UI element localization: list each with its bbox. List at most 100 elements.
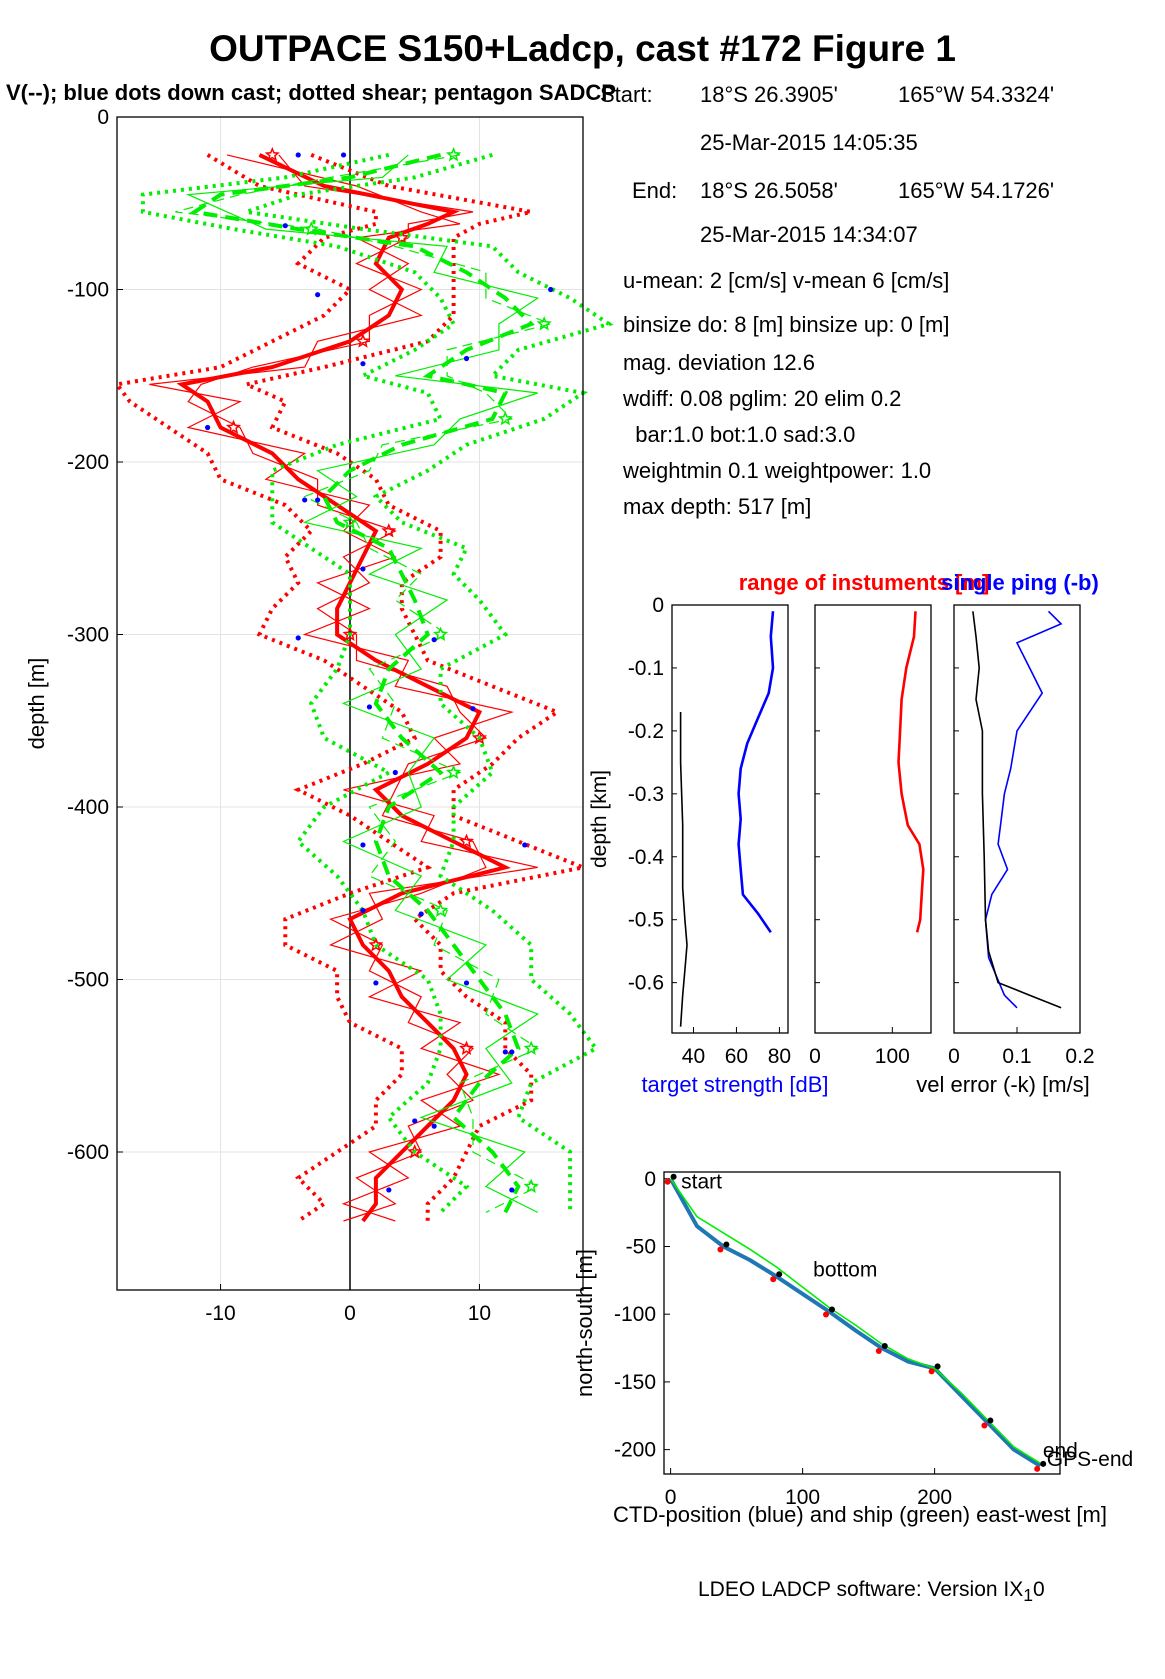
blue-dot — [315, 497, 321, 503]
v-sadcp-marker — [433, 902, 449, 917]
position-ytick-label: -200 — [614, 1439, 656, 1462]
u-sadcp-marker — [407, 1144, 423, 1159]
target-strength-xtick-label: 40 — [682, 1045, 705, 1068]
range-title: range of instuments [m] — [739, 570, 990, 595]
blue-dot — [282, 223, 288, 229]
position-ytick-label: -100 — [614, 1303, 656, 1326]
velocity-ytick-label: -600 — [67, 1141, 109, 1164]
blue-dot — [360, 566, 366, 572]
u-sadcp-marker — [342, 626, 358, 641]
track-dot-black — [776, 1271, 783, 1278]
target-strength-ytick-label: -0.2 — [628, 720, 664, 743]
vel-error-series-line — [972, 611, 1062, 1009]
annotation-gps-end: GPS-end — [1047, 1448, 1133, 1471]
end-label: End: — [632, 178, 678, 203]
vel-error-title: single ping (-b) — [941, 570, 1099, 595]
target-strength-ytick-label: -0.1 — [628, 657, 664, 680]
velocity-xtick-label: -10 — [205, 1302, 235, 1325]
end-lat: 18°S 26.5058' — [700, 178, 838, 203]
velocity-ytick-label: -100 — [67, 279, 109, 302]
target-strength-ytick-label: 0 — [652, 594, 664, 617]
blue-dot — [373, 980, 379, 986]
blue-dot — [431, 1123, 437, 1129]
range-frame — [814, 604, 932, 1034]
range-xtick-label: 100 — [875, 1045, 910, 1068]
blue-dot — [295, 635, 301, 641]
u-sadcp-marker — [368, 937, 384, 952]
blue-dot — [360, 842, 366, 848]
position-xtick-label: 100 — [785, 1486, 820, 1509]
blue-dot — [463, 355, 470, 362]
end-lon: 165°W 54.1726' — [898, 178, 1055, 203]
v-sadcp-marker — [523, 1040, 539, 1056]
v-sadcp-marker — [342, 514, 358, 529]
v-sadcp-marker — [303, 221, 319, 236]
target-strength-ytick-label: -0.5 — [628, 909, 664, 932]
binsize-info: binsize do: 8 [m] binsize up: 0 [m] — [623, 312, 950, 337]
end-time: 25-Mar-2015 14:34:07 — [700, 222, 918, 247]
blue-dot — [366, 704, 373, 710]
track-dot-red — [928, 1368, 935, 1375]
v-sadcp-marker — [433, 626, 449, 641]
ctd-track — [668, 1177, 1042, 1468]
magdev-info: mag. deviation 12.6 — [623, 350, 816, 375]
track-dot-black — [723, 1241, 730, 1248]
blue-dot — [509, 1187, 515, 1193]
target-strength-xtick-label: 80 — [768, 1045, 791, 1068]
position-ytick-label: -50 — [626, 1235, 656, 1258]
blue-dot — [522, 842, 528, 848]
target-strength-ytick-label: -0.6 — [628, 972, 664, 995]
annotation-end: end — [1043, 1440, 1078, 1463]
range-series-line — [897, 611, 925, 933]
velocity-frame — [116, 116, 584, 1291]
blue-dot — [502, 1049, 508, 1055]
weightmin-info: weightmin 0.1 weightpower: 1.0 — [623, 458, 932, 483]
target-strength-ylabel: depth [km] — [588, 770, 611, 868]
v-mean-profile — [189, 152, 535, 1214]
blue-dot — [295, 152, 301, 158]
track-dot-red — [770, 1276, 777, 1283]
maxdepth-info: max depth: 517 [m] — [623, 494, 812, 519]
track-dot-black — [881, 1343, 888, 1350]
vel-error-xlabel: vel error (-k) [m/s] — [916, 1072, 1090, 1097]
target-strength-ytick-label: -0.4 — [628, 846, 665, 869]
velocity-ylabel: depth [m] — [24, 658, 49, 750]
track-dot-black — [670, 1173, 677, 1180]
track-dot-black — [829, 1306, 835, 1313]
blue-dot — [302, 497, 308, 503]
u-sadcp-marker — [394, 229, 410, 245]
vel-error-frame — [953, 604, 1081, 1034]
start-lat: 18°S 26.3905' — [700, 82, 838, 107]
track-dot-red — [664, 1178, 671, 1185]
track-dot-red — [981, 1422, 988, 1429]
v-thin-profile-2 — [175, 154, 553, 1213]
v-thin-profile — [185, 154, 540, 1213]
position-xtick-label: 200 — [917, 1486, 952, 1509]
blue-dot — [548, 286, 554, 293]
target-strength-series-line — [737, 611, 775, 934]
u-sadcp-marker — [225, 419, 242, 434]
velocity-ytick-label: -300 — [67, 624, 109, 647]
blue-dot — [392, 769, 398, 776]
start-lon: 165°W 54.3324' — [898, 82, 1055, 107]
track-dot-red — [875, 1348, 882, 1355]
start-time: 25-Mar-2015 14:05:35 — [700, 130, 918, 155]
track-dot-red — [823, 1311, 829, 1318]
velocity-xtick-label: 0 — [344, 1302, 356, 1325]
track-dot-red — [717, 1246, 724, 1253]
target-strength-series-line — [679, 712, 688, 1027]
u-sadcp-marker — [458, 1040, 475, 1055]
u-shear-envelope-right — [240, 153, 590, 1221]
blue-dot — [315, 292, 321, 298]
figure-subtitle: V(--); blue dots down cast; dotted shear… — [6, 80, 616, 105]
blue-dot — [205, 424, 211, 431]
position-xlabel: CTD-position (blue) and ship (green) eas… — [613, 1502, 1107, 1527]
ship-track — [669, 1178, 1041, 1464]
track-dot-black — [934, 1363, 941, 1370]
v-sadcp-marker — [523, 1178, 539, 1194]
blue-dot — [431, 637, 437, 643]
target-strength-xtick-label: 60 — [725, 1045, 748, 1068]
v-sadcp-marker — [445, 764, 462, 780]
annotation-bottom: bottom — [813, 1258, 877, 1281]
